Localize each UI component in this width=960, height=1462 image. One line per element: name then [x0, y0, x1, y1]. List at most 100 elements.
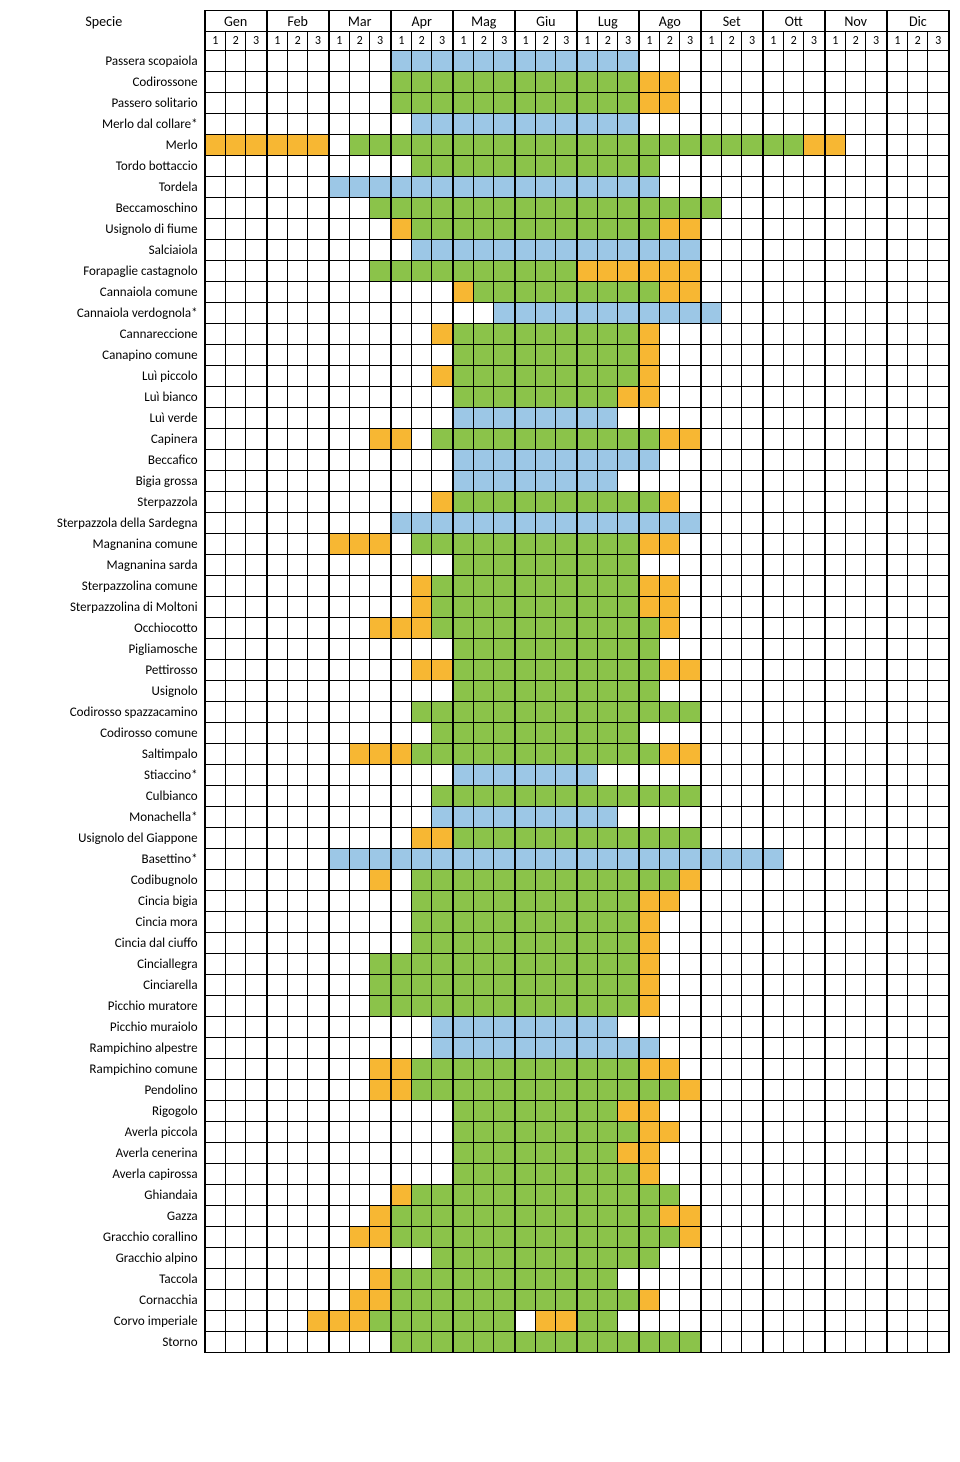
phenology-cell — [474, 1143, 494, 1164]
phenology-cell — [845, 723, 865, 744]
phenology-cell — [577, 681, 598, 702]
phenology-cell — [680, 1332, 701, 1353]
phenology-cell — [412, 1059, 432, 1080]
phenology-cell — [908, 1332, 928, 1353]
phenology-cell — [618, 807, 639, 828]
phenology-cell — [453, 786, 474, 807]
phenology-cell — [845, 849, 865, 870]
phenology-cell — [660, 450, 680, 471]
phenology-cell — [349, 1290, 369, 1311]
phenology-cell — [556, 492, 577, 513]
phenology-cell — [577, 1311, 598, 1332]
phenology-cell — [267, 555, 288, 576]
phenology-cell — [205, 1122, 226, 1143]
phenology-cell — [432, 912, 453, 933]
phenology-cell — [225, 492, 245, 513]
phenology-cell — [577, 1017, 598, 1038]
phenology-cell — [845, 93, 865, 114]
phenology-cell — [308, 345, 329, 366]
phenology-cell — [639, 1332, 660, 1353]
phenology-cell — [908, 870, 928, 891]
phenology-cell — [267, 471, 288, 492]
phenology-cell — [908, 198, 928, 219]
phenology-cell — [556, 744, 577, 765]
phenology-cell — [391, 492, 412, 513]
species-name: Usignolo del Giappone — [10, 828, 205, 849]
phenology-cell — [536, 135, 556, 156]
phenology-cell — [618, 1227, 639, 1248]
phenology-cell — [432, 744, 453, 765]
phenology-cell — [329, 1290, 350, 1311]
phenology-cell — [722, 72, 742, 93]
phenology-cell — [494, 1059, 515, 1080]
phenology-cell — [287, 240, 307, 261]
phenology-cell — [701, 555, 722, 576]
phenology-cell — [618, 1311, 639, 1332]
phenology-cell — [660, 1122, 680, 1143]
species-name: Monachella* — [10, 807, 205, 828]
phenology-cell — [453, 366, 474, 387]
phenology-cell — [660, 555, 680, 576]
phenology-cell — [494, 912, 515, 933]
phenology-cell — [742, 1332, 763, 1353]
phenology-cell — [742, 1038, 763, 1059]
phenology-cell — [453, 177, 474, 198]
phenology-cell — [701, 618, 722, 639]
phenology-cell — [453, 114, 474, 135]
phenology-cell — [515, 1206, 536, 1227]
phenology-cell — [308, 1164, 329, 1185]
phenology-cell — [329, 261, 350, 282]
phenology-cell — [908, 576, 928, 597]
phenology-cell — [308, 849, 329, 870]
species-name: Cannaiola verdognola* — [10, 303, 205, 324]
phenology-cell — [598, 261, 618, 282]
phenology-cell — [225, 1206, 245, 1227]
phenology-cell — [784, 1227, 804, 1248]
phenology-cell — [784, 93, 804, 114]
phenology-cell — [308, 429, 329, 450]
phenology-cell — [494, 471, 515, 492]
phenology-cell — [928, 618, 949, 639]
phenology-cell — [845, 786, 865, 807]
phenology-cell — [722, 597, 742, 618]
phenology-cell — [845, 1311, 865, 1332]
phenology-cell — [742, 303, 763, 324]
phenology-cell — [556, 639, 577, 660]
phenology-cell — [494, 681, 515, 702]
phenology-cell — [618, 618, 639, 639]
phenology-cell — [763, 324, 784, 345]
phenology-cell — [928, 954, 949, 975]
phenology-cell — [680, 744, 701, 765]
phenology-cell — [225, 261, 245, 282]
phenology-cell — [246, 1080, 267, 1101]
phenology-cell — [598, 135, 618, 156]
phenology-cell — [225, 660, 245, 681]
phenology-cell — [246, 51, 267, 72]
phenology-cell — [267, 954, 288, 975]
phenology-cell — [908, 366, 928, 387]
phenology-cell — [742, 219, 763, 240]
phenology-cell — [205, 786, 226, 807]
phenology-cell — [474, 303, 494, 324]
phenology-cell — [515, 849, 536, 870]
phenology-cell — [308, 282, 329, 303]
phenology-cell — [556, 261, 577, 282]
phenology-cell — [639, 1059, 660, 1080]
phenology-cell — [784, 387, 804, 408]
phenology-cell — [246, 177, 267, 198]
phenology-cell — [453, 513, 474, 534]
phenology-cell — [722, 1017, 742, 1038]
phenology-cell — [205, 366, 226, 387]
phenology-cell — [825, 555, 846, 576]
phenology-cell — [536, 93, 556, 114]
phenology-cell — [722, 1248, 742, 1269]
phenology-cell — [639, 240, 660, 261]
phenology-cell — [722, 1080, 742, 1101]
phenology-cell — [556, 870, 577, 891]
phenology-cell — [866, 156, 887, 177]
phenology-cell — [308, 366, 329, 387]
phenology-cell — [763, 1269, 784, 1290]
phenology-cell — [556, 1206, 577, 1227]
phenology-cell — [618, 933, 639, 954]
phenology-cell — [784, 72, 804, 93]
